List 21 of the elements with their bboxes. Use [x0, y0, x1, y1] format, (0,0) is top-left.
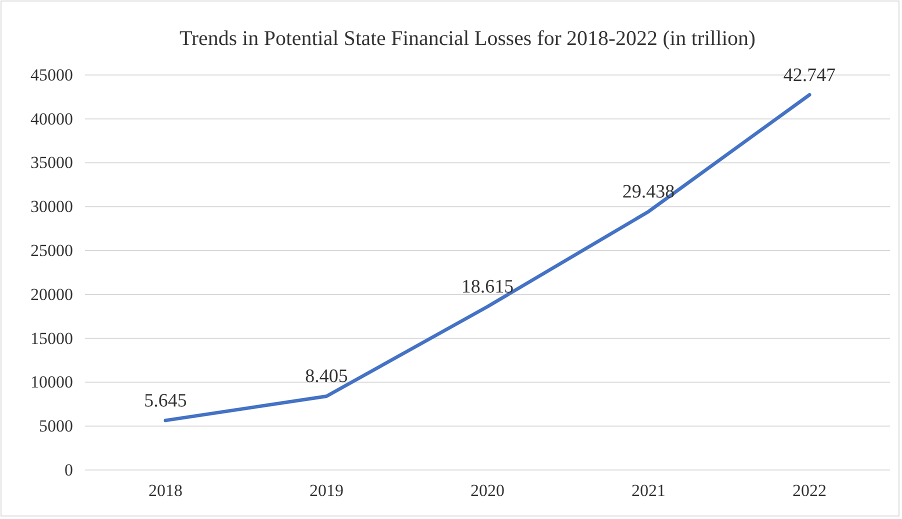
x-tick-label: 2019 — [310, 481, 344, 500]
y-tick-label: 30000 — [30, 197, 73, 216]
x-tick-label: 2021 — [632, 481, 666, 500]
chart-title: Trends in Potential State Financial Losses for 2018-2022 (in trillion) — [179, 26, 756, 50]
data-label: 8.405 — [305, 366, 348, 388]
y-tick-label: 15000 — [30, 328, 73, 348]
data-label: 18.615 — [461, 276, 514, 298]
x-tick-label: 2020 — [470, 481, 504, 500]
y-tick-label: 5000 — [39, 416, 73, 436]
y-tick-label: 0 — [64, 460, 73, 480]
data-label: 29.438 — [622, 182, 675, 203]
x-tick-label: 2018 — [148, 481, 182, 500]
y-tick-label: 20000 — [30, 284, 73, 304]
y-tick-label: 10000 — [30, 372, 73, 392]
y-tick-label: 45000 — [30, 65, 73, 84]
y-tick-label: 35000 — [30, 153, 73, 172]
y-tick-label: 40000 — [30, 109, 73, 128]
y-tick-label: 25000 — [30, 240, 73, 260]
data-label: 42.747 — [783, 64, 836, 86]
data-label: 5.645 — [144, 390, 187, 412]
x-tick-label: 2022 — [792, 481, 826, 500]
